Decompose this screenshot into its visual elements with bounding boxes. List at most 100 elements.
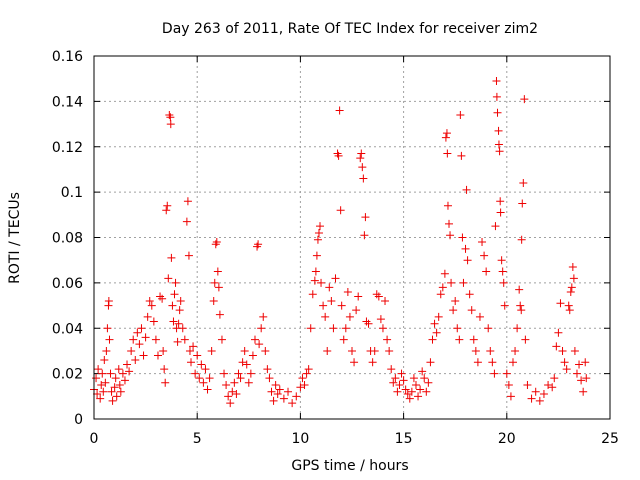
data-point — [308, 290, 317, 299]
x-tick-label: 25 — [601, 431, 619, 447]
data-point — [523, 380, 532, 389]
data-point — [230, 378, 239, 387]
data-point — [341, 324, 350, 333]
data-point — [531, 387, 540, 396]
x-tick-label: 0 — [90, 431, 99, 447]
data-point — [414, 392, 423, 401]
data-point — [527, 394, 536, 403]
data-point — [187, 358, 196, 367]
data-point — [162, 206, 171, 215]
data-point — [165, 110, 174, 119]
data-point — [255, 340, 264, 349]
data-point — [135, 340, 144, 349]
data-point — [325, 283, 334, 292]
data-point — [399, 376, 408, 385]
chart-title: Day 263 of 2011, Rate Of TEC Index for r… — [162, 21, 538, 37]
data-point — [502, 369, 511, 378]
data-point — [513, 324, 522, 333]
data-point — [105, 335, 114, 344]
axis-ticks: 0 5 10 15 20 25 0 0.02 0.04 0.06 0.08 0.1 0.12 0.14 0.… — [52, 49, 619, 447]
data-point — [335, 106, 344, 115]
data-point — [339, 335, 348, 344]
data-point — [334, 151, 343, 160]
data-point — [566, 287, 575, 296]
data-point — [565, 306, 574, 315]
data-point — [336, 206, 345, 215]
data-point — [180, 335, 189, 344]
data-point — [443, 201, 452, 210]
data-point — [552, 342, 561, 351]
y-tick-label: 0.08 — [52, 231, 83, 247]
data-point — [521, 335, 530, 344]
data-point — [409, 374, 418, 383]
data-point — [112, 392, 121, 401]
data-point — [473, 358, 482, 367]
data-point — [197, 360, 206, 369]
data-point — [323, 346, 332, 355]
x-tick-label: 5 — [193, 431, 202, 447]
data-point — [244, 378, 253, 387]
data-point — [579, 387, 588, 396]
data-point — [462, 185, 471, 194]
data-point — [434, 312, 443, 321]
data-point — [327, 297, 336, 306]
data-point — [411, 380, 420, 389]
data-point — [288, 399, 297, 408]
data-point — [253, 242, 262, 251]
data-point — [440, 269, 449, 278]
data-point — [405, 394, 414, 403]
grid-lines — [94, 56, 610, 419]
data-point — [352, 306, 361, 315]
y-axis-label: ROTI / TECUs — [7, 192, 23, 284]
data-point — [120, 376, 129, 385]
data-point — [137, 324, 146, 333]
data-point — [92, 374, 101, 383]
data-point — [467, 306, 476, 315]
data-point — [350, 358, 359, 367]
data-point — [199, 378, 208, 387]
y-tick-label: 0.02 — [52, 367, 83, 383]
data-point — [511, 346, 520, 355]
data-point — [189, 342, 198, 351]
data-point — [582, 374, 591, 383]
data-point — [321, 312, 330, 321]
data-point — [357, 149, 366, 158]
data-point — [492, 92, 501, 101]
data-point — [554, 328, 563, 337]
y-tick-label: 0.12 — [52, 140, 83, 156]
data-point — [98, 369, 107, 378]
data-point — [160, 365, 169, 374]
data-point — [156, 292, 165, 301]
data-point — [567, 283, 576, 292]
data-point — [193, 351, 202, 360]
data-point — [212, 238, 221, 247]
data-point — [169, 317, 178, 326]
x-tick-label: 10 — [291, 431, 309, 447]
data-point — [461, 244, 470, 253]
data-point — [395, 380, 404, 389]
data-point — [358, 163, 367, 172]
data-point — [183, 197, 192, 206]
data-point — [147, 301, 156, 310]
data-point — [496, 208, 505, 217]
data-point — [127, 346, 136, 355]
data-point — [246, 369, 255, 378]
data-point — [581, 358, 590, 367]
data-point — [453, 324, 462, 333]
data-point — [101, 378, 110, 387]
data-point — [210, 278, 219, 287]
data-point — [176, 297, 185, 306]
data-point — [492, 76, 501, 85]
data-point — [383, 335, 392, 344]
data-point — [456, 110, 465, 119]
data-point — [100, 356, 109, 365]
data-point — [378, 324, 387, 333]
data-point — [518, 199, 527, 208]
data-point — [265, 374, 274, 383]
data-point — [469, 335, 478, 344]
y-tick-label: 0.14 — [52, 94, 83, 110]
data-point — [329, 324, 338, 333]
data-point — [428, 335, 437, 344]
data-point — [201, 365, 210, 374]
data-point — [185, 346, 194, 355]
